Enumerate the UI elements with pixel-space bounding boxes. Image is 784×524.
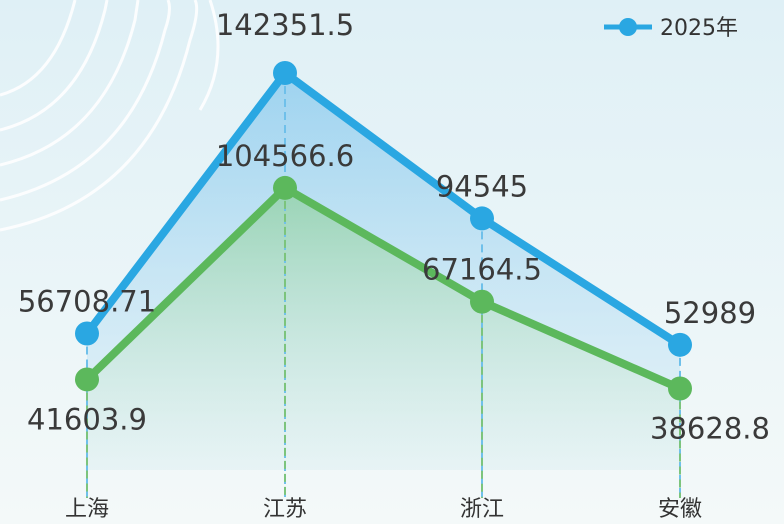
area <box>87 187 680 470</box>
point <box>668 332 692 357</box>
line <box>83 69 683 349</box>
value-label: 67164.5 <box>422 253 542 287</box>
point <box>273 175 297 200</box>
value-label: 52989 <box>664 296 756 330</box>
value-label: 56708.71 <box>18 285 156 319</box>
category-label: 上海 <box>65 497 109 522</box>
category-label: 安徽 <box>658 497 702 522</box>
point <box>75 321 99 346</box>
category-label: 江苏 <box>263 497 307 522</box>
value-label: 104566.6 <box>216 139 354 173</box>
decoration <box>0 0 220 232</box>
point <box>273 61 297 85</box>
value-label: 142351.5 <box>216 8 354 42</box>
point <box>470 289 494 314</box>
legend: 2025年 <box>604 16 738 41</box>
legend-label: 2025年 <box>660 16 738 41</box>
legend-marker <box>619 18 637 36</box>
value-label: 38628.8 <box>650 412 770 446</box>
line <box>84 183 682 393</box>
point <box>470 206 494 231</box>
point <box>75 367 99 392</box>
category-label: 浙江 <box>460 497 504 522</box>
point <box>668 376 692 401</box>
value-label: 41603.9 <box>27 402 147 436</box>
value-label: 94545 <box>436 169 528 203</box>
